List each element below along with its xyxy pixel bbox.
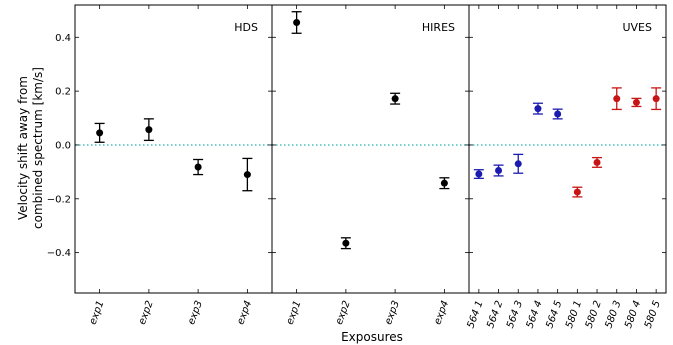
data-point (593, 158, 601, 166)
x-tick-label: 564 4 (525, 299, 545, 330)
panel-frame-0 (74, 4, 273, 294)
x-tick-label: 580 2 (584, 299, 604, 330)
x-tick-label: exp1 (285, 299, 304, 326)
y-tick-label: 0.2 (55, 87, 71, 98)
data-point (652, 95, 660, 103)
x-tick-label: 580 1 (564, 299, 584, 330)
y-tick-label: 0.4 (55, 33, 71, 44)
data-point (293, 18, 301, 26)
x-tick-label: exp3 (383, 299, 402, 326)
x-tick-label: exp2 (137, 299, 156, 326)
panel-frame-2 (468, 4, 667, 294)
data-point (632, 98, 640, 106)
y-axis-title-line-2: combined spectrum [km/s] (31, 67, 45, 229)
data-point (534, 105, 542, 113)
data-point (495, 167, 503, 175)
panel-label-1: HIRES (422, 21, 455, 34)
data-point (194, 163, 202, 171)
x-tick-label: 564 2 (485, 299, 505, 330)
data-point (342, 239, 350, 247)
data-point (391, 95, 399, 103)
y-tick-label: 0.0 (55, 140, 71, 151)
x-tick-label: 564 3 (505, 299, 525, 330)
data-point (440, 179, 448, 187)
x-tick-label: exp2 (334, 299, 353, 326)
x-tick-label: 564 5 (544, 299, 564, 330)
y-tick-label: −0.4 (47, 248, 71, 259)
data-point (243, 171, 251, 179)
x-tick-label: exp1 (88, 299, 107, 326)
x-tick-label: 580 4 (623, 299, 643, 330)
x-tick-label: exp3 (186, 299, 205, 326)
data-point (475, 170, 483, 178)
x-tick-label: 564 1 (466, 299, 486, 330)
y-axis-title-line-1: Velocity shift away from (16, 76, 30, 220)
data-point (145, 126, 153, 134)
x-tick-label: exp4 (235, 299, 254, 326)
plot-layer: exp1 exp2 exp3 exp4 HDS exp1 exp2 exp3 exp4 HIRES… (47, 4, 667, 330)
data-point (96, 129, 104, 137)
data-point (573, 188, 581, 196)
panel-frame-1 (271, 4, 470, 294)
panel-label-0: HDS (234, 21, 258, 34)
panel-label-2: UVES (622, 21, 652, 34)
data-point (514, 160, 522, 168)
data-point (613, 95, 621, 103)
data-point (554, 110, 562, 118)
x-axis-title: Exposures (341, 330, 403, 344)
x-tick-label: 580 5 (643, 299, 663, 330)
x-tick-label: 580 3 (603, 299, 623, 330)
x-tick-label: exp4 (432, 299, 451, 326)
y-tick-label: −0.2 (47, 194, 71, 205)
